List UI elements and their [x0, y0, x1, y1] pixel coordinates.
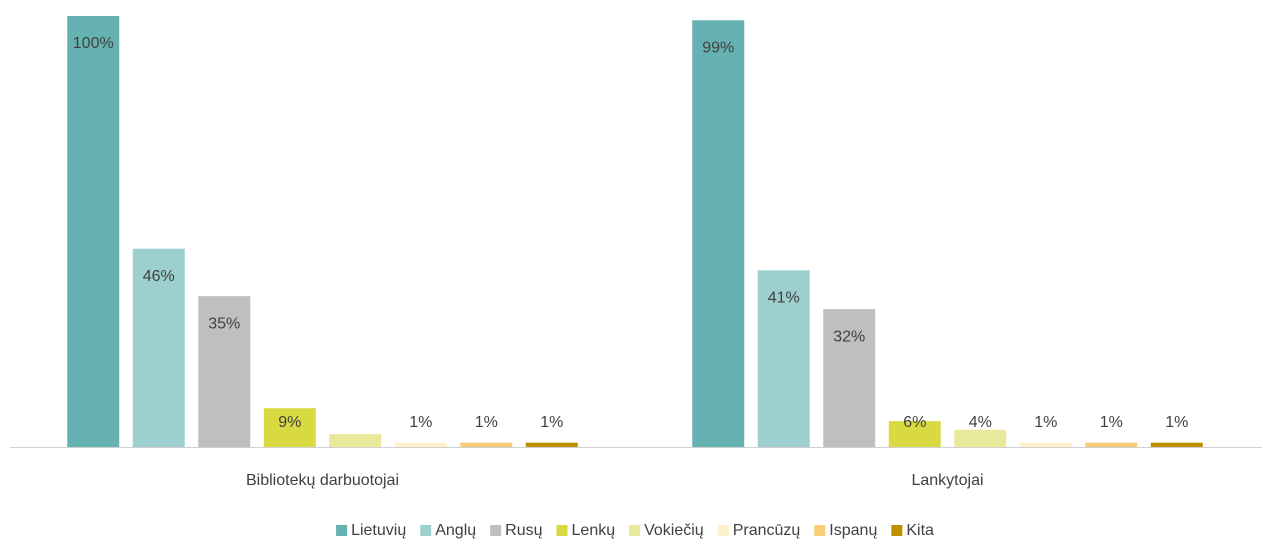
legend-label: Vokiečių	[644, 522, 704, 539]
legend-item: Anglų	[420, 522, 476, 539]
bar	[757, 270, 810, 447]
legend-swatch	[629, 525, 641, 536]
bar	[67, 16, 120, 447]
legend-swatch	[336, 525, 348, 536]
data-label: 46%	[143, 268, 175, 285]
legend-label: Ispanų	[829, 522, 877, 539]
data-label: 6%	[903, 414, 926, 431]
legend-label: Lenkų	[572, 522, 616, 539]
bar	[1085, 442, 1138, 447]
legend-swatch	[490, 525, 502, 536]
legend-label: Prancūzų	[733, 522, 801, 539]
x-tick-label: Bibliotekų darbuotojai	[246, 472, 399, 489]
data-label: 35%	[208, 315, 240, 332]
legend-item: Ispanų	[814, 522, 877, 539]
legend-swatch	[717, 525, 729, 536]
bar	[329, 434, 382, 447]
legend-swatch	[891, 525, 903, 536]
legend-item: Prancūzų	[717, 522, 801, 539]
bar	[132, 248, 185, 447]
data-label: 1%	[475, 414, 498, 431]
data-label: 1%	[540, 414, 563, 431]
legend-label: Lietuvių	[351, 522, 406, 539]
legend-item: Lenkų	[556, 522, 616, 539]
data-label: 99%	[702, 40, 734, 57]
bar	[394, 442, 447, 447]
data-label: 32%	[833, 328, 865, 345]
x-tick-label: Lankytojai	[911, 472, 983, 489]
data-label: 1%	[1165, 414, 1188, 431]
bar	[888, 421, 941, 447]
bar	[954, 429, 1007, 447]
legend-swatch	[420, 525, 432, 536]
legend-item: Kita	[891, 522, 934, 539]
data-label: 41%	[768, 290, 800, 307]
bar	[460, 442, 513, 447]
data-label: 1%	[1034, 414, 1057, 431]
legend-label: Rusų	[505, 522, 542, 539]
data-label: 1%	[1100, 414, 1123, 431]
legend-item: Vokiečių	[629, 522, 704, 539]
bar	[692, 20, 745, 448]
data-label: 9%	[278, 414, 301, 431]
bar	[1019, 442, 1072, 447]
data-label: 1%	[409, 414, 432, 431]
legend-swatch	[556, 525, 568, 536]
data-label: 4%	[969, 414, 992, 431]
bar	[823, 309, 876, 447]
bar	[1150, 442, 1203, 447]
bar	[525, 442, 578, 447]
legend-item: Lietuvių	[336, 522, 406, 539]
legend-swatch	[814, 525, 826, 536]
legend-label: Anglų	[435, 522, 476, 539]
bar	[263, 408, 316, 447]
legend-label: Kita	[906, 522, 934, 539]
data-label: 100%	[73, 35, 114, 52]
legend-item: Rusų	[490, 522, 543, 539]
bar	[198, 296, 251, 447]
